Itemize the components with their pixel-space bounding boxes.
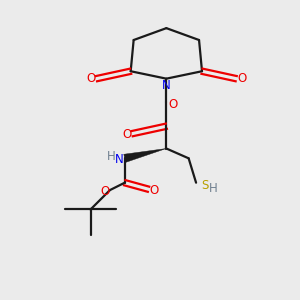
Text: N: N <box>115 153 124 166</box>
Text: O: O <box>86 72 96 85</box>
Text: O: O <box>122 128 131 141</box>
Text: S: S <box>201 179 209 192</box>
Text: H: H <box>209 182 218 195</box>
Text: N: N <box>162 79 171 92</box>
Text: O: O <box>168 98 178 111</box>
Polygon shape <box>124 148 166 162</box>
Text: O: O <box>100 185 109 198</box>
Text: H: H <box>107 150 116 163</box>
Text: O: O <box>149 184 158 197</box>
Text: O: O <box>237 72 246 85</box>
